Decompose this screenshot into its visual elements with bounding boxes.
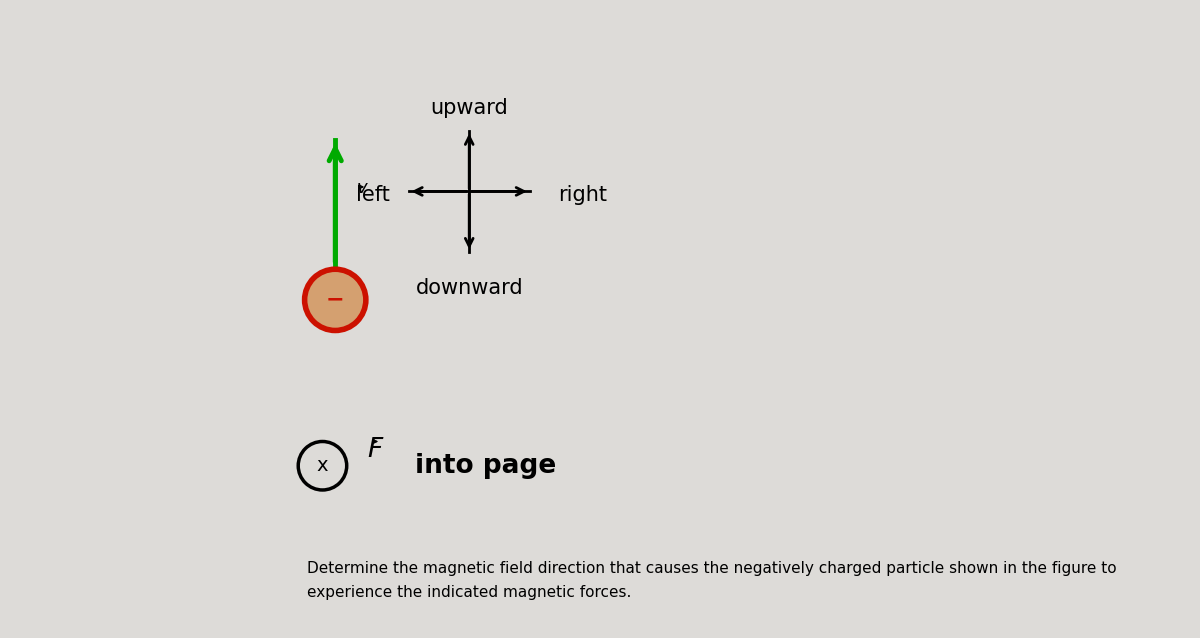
Text: downward: downward xyxy=(415,278,523,297)
Text: $v$: $v$ xyxy=(355,179,368,197)
Text: Determine the magnetic field direction that causes the negatively charged partic: Determine the magnetic field direction t… xyxy=(306,561,1116,600)
Circle shape xyxy=(305,269,366,330)
Text: into page: into page xyxy=(415,453,557,478)
Circle shape xyxy=(299,441,347,490)
Text: upward: upward xyxy=(431,98,508,118)
Text: $F$: $F$ xyxy=(367,436,384,463)
Text: right: right xyxy=(558,184,607,205)
Text: left: left xyxy=(355,184,390,205)
Text: −: − xyxy=(326,290,344,310)
Text: x: x xyxy=(317,456,329,475)
